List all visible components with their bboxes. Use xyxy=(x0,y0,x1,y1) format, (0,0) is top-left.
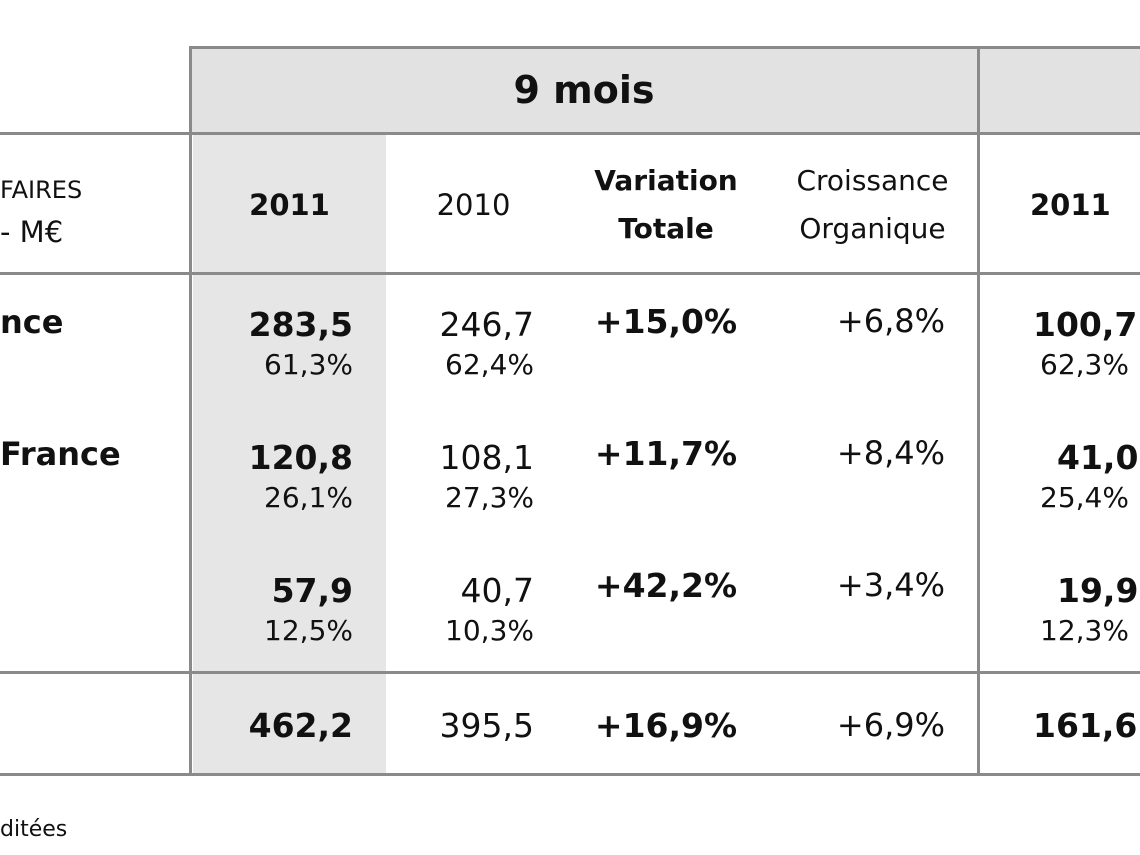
total-top-border xyxy=(0,671,1140,674)
subheader-divider xyxy=(0,272,1140,275)
row-right-value: 100,7 xyxy=(1033,305,1138,344)
row-right-value: 41,0 xyxy=(1057,438,1139,477)
col-2010-header: 2010 xyxy=(436,188,511,222)
row-value-2011: 57,9 xyxy=(271,571,353,610)
row-right-pct: 25,4% xyxy=(1040,481,1129,514)
total-variation: +16,9% xyxy=(594,706,738,745)
period-divider xyxy=(977,46,980,776)
variation-header-line1: Variation xyxy=(594,164,738,197)
period-title: 9 mois xyxy=(513,68,655,112)
col-2011-header: 2011 xyxy=(249,188,330,222)
left-label-bottom: - M€ xyxy=(0,215,64,249)
col-2011-right-header: 2011 xyxy=(1030,188,1111,222)
total-value-2010: 395,5 xyxy=(439,706,534,745)
row-variation: +42,2% xyxy=(594,566,738,605)
total-value-2011: 462,2 xyxy=(248,706,353,745)
croissance-header: Croissance Organique xyxy=(770,157,975,253)
period-header-bg xyxy=(191,48,1140,133)
total-right-value: 161,6 xyxy=(1033,706,1138,745)
left-divider xyxy=(189,46,192,776)
row-label: nce xyxy=(0,303,64,341)
row-value-2010: 246,7 xyxy=(439,305,534,344)
row-right-pct: 62,3% xyxy=(1040,348,1129,381)
row-pct-2011: 26,1% xyxy=(264,481,353,514)
row-value-2010: 40,7 xyxy=(460,571,534,610)
croissance-header-line2: Organique xyxy=(799,212,946,245)
footnote: ditées xyxy=(0,817,68,842)
row-croissance: +3,4% xyxy=(836,566,945,604)
row-pct-2010: 27,3% xyxy=(445,481,534,514)
row-pct-2010: 10,3% xyxy=(445,614,534,647)
row-value-2011: 283,5 xyxy=(248,305,353,344)
row-right-value: 19,9 xyxy=(1057,571,1139,610)
col-2011-bg xyxy=(193,135,386,775)
croissance-header-line1: Croissance xyxy=(796,164,949,197)
row-pct-2011: 12,5% xyxy=(264,614,353,647)
row-label: France xyxy=(0,435,121,473)
variation-header: Variation Totale xyxy=(566,157,766,253)
left-label-top: FAIRES xyxy=(0,176,83,204)
table-bottom-border xyxy=(0,773,1140,776)
row-right-pct: 12,3% xyxy=(1040,614,1129,647)
table-top-border xyxy=(189,46,1140,49)
row-croissance: +6,8% xyxy=(836,302,945,340)
row-pct-2010: 62,4% xyxy=(445,348,534,381)
row-value-2010: 108,1 xyxy=(439,438,534,477)
total-croissance: +6,9% xyxy=(836,706,945,744)
row-value-2011: 120,8 xyxy=(248,438,353,477)
row-variation: +11,7% xyxy=(594,434,738,473)
header-divider xyxy=(0,132,1140,135)
row-variation: +15,0% xyxy=(594,302,738,341)
row-croissance: +8,4% xyxy=(836,434,945,472)
variation-header-line2: Totale xyxy=(618,212,714,245)
row-pct-2011: 61,3% xyxy=(264,348,353,381)
